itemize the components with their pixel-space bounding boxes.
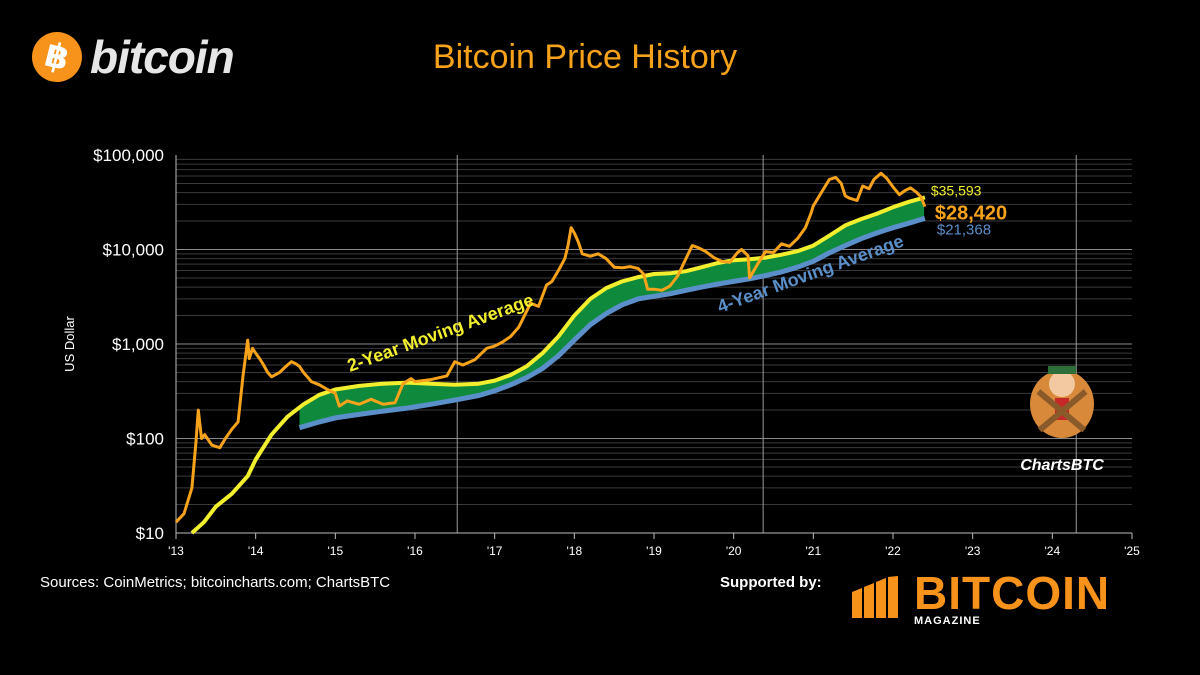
sponsor-sub: MAGAZINE — [914, 615, 981, 627]
ma2-value-label: $35,593 — [931, 182, 982, 198]
x-tick-label: '24 — [1045, 544, 1061, 558]
x-tick-label: '14 — [248, 544, 264, 558]
x-tick-label: '18 — [567, 544, 583, 558]
x-tick-label: '19 — [646, 544, 662, 558]
mascot-arrow2-icon — [1037, 389, 1088, 433]
series-line-ma4 — [298, 215, 926, 431]
sponsor-name: BITCOIN — [914, 567, 1111, 619]
x-tick-label: '16 — [407, 544, 423, 558]
series-line-ma2 — [190, 195, 926, 535]
mascot-hat-icon — [1048, 366, 1076, 374]
y-tick-label: $10 — [136, 524, 164, 543]
halving-lines — [456, 155, 1077, 533]
ma2-series-label: 2-Year Moving Average — [345, 290, 537, 376]
x-tick-label: '21 — [806, 544, 822, 558]
ma4-value-label: $21,368 — [937, 221, 991, 238]
y-axis-label: US Dollar — [62, 316, 77, 372]
price-value-label: $28,420 — [935, 203, 1007, 225]
supported-by-text: Supported by: — [720, 574, 822, 591]
bitcoin-magazine-logo: BITCOIN MAGAZINE — [852, 570, 1110, 627]
y-tick-label: $1,000 — [112, 335, 164, 354]
y-tick-label: $100,000 — [93, 146, 164, 165]
x-tick-label: '23 — [965, 544, 981, 558]
series-line-price — [174, 171, 927, 524]
x-tick-label: '25 — [1124, 544, 1140, 558]
chart-title: Bitcoin Price History — [432, 38, 738, 76]
y-tick-label: $100 — [126, 430, 164, 449]
mascot-head-icon — [1049, 371, 1075, 397]
axes: $10 $100 $1,000 $10,000 $100,000 '13 '14 '15 '16… — [62, 146, 1140, 558]
grid-lines — [176, 158, 1132, 534]
x-tick-label: '15 — [328, 544, 344, 558]
x-tick-label: '13 — [168, 544, 184, 558]
bitcoin-magazine-icon — [852, 576, 898, 618]
mascot-label: ChartsBTC — [1020, 457, 1104, 474]
bitcoin-wordmark: bitcoin — [90, 31, 235, 83]
y-tick-label: $10,000 — [103, 241, 164, 260]
series-lines — [174, 171, 927, 535]
x-tick-label: '22 — [885, 544, 901, 558]
sources-text: Sources: CoinMetrics; bitcoincharts.com;… — [40, 574, 391, 591]
x-tick-label: '20 — [726, 544, 742, 558]
x-tick-label: '17 — [487, 544, 503, 558]
chartsbtc-mascot: ChartsBTC — [1020, 366, 1104, 474]
bitcoin-logo: ฿ bitcoin — [26, 26, 235, 88]
